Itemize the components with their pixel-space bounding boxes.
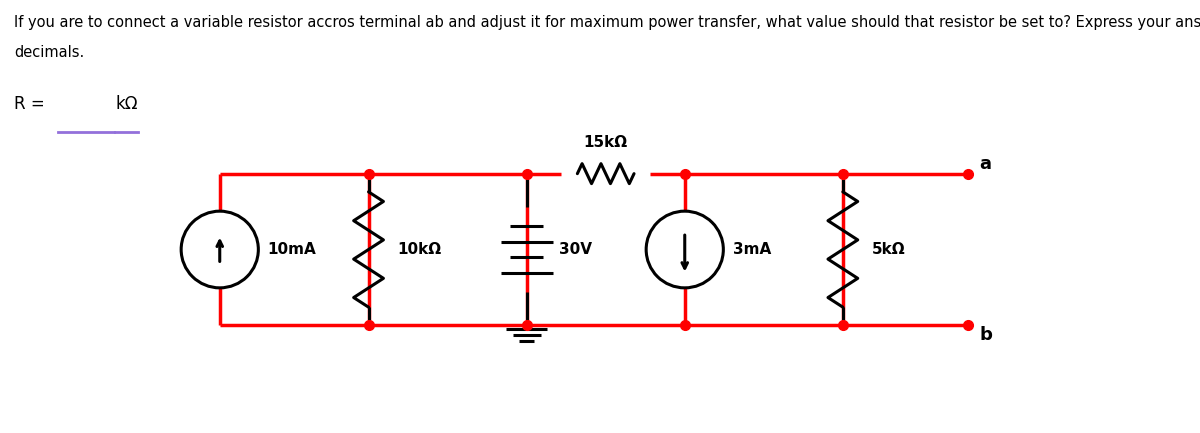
Text: a: a bbox=[979, 155, 991, 173]
Text: If you are to connect a variable resistor accros terminal ab and adjust it for m: If you are to connect a variable resisto… bbox=[14, 15, 1200, 30]
Text: 15kΩ: 15kΩ bbox=[583, 136, 628, 150]
Text: 10kΩ: 10kΩ bbox=[397, 242, 442, 257]
Text: 5kΩ: 5kΩ bbox=[871, 242, 905, 257]
Text: kΩ: kΩ bbox=[115, 95, 138, 113]
Text: decimals.: decimals. bbox=[14, 45, 85, 61]
Text: 30V: 30V bbox=[559, 242, 593, 257]
Text: R =: R = bbox=[14, 95, 50, 113]
Ellipse shape bbox=[181, 211, 258, 288]
Text: 10mA: 10mA bbox=[268, 242, 317, 257]
Ellipse shape bbox=[646, 211, 724, 288]
Text: 3mA: 3mA bbox=[733, 242, 770, 257]
Text: b: b bbox=[979, 326, 992, 344]
